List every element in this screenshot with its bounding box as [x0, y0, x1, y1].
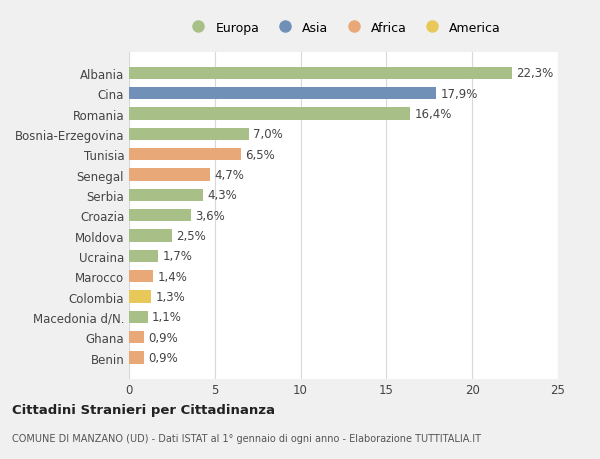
- Text: 4,7%: 4,7%: [214, 168, 244, 182]
- Bar: [129, 88, 436, 100]
- Text: COMUNE DI MANZANO (UD) - Dati ISTAT al 1° gennaio di ogni anno - Elaborazione TU: COMUNE DI MANZANO (UD) - Dati ISTAT al 1…: [12, 433, 481, 442]
- Bar: [129, 169, 209, 181]
- Text: 0,9%: 0,9%: [149, 351, 178, 364]
- Text: 6,5%: 6,5%: [245, 148, 275, 162]
- Bar: [129, 352, 145, 364]
- Text: 1,3%: 1,3%: [155, 291, 185, 303]
- Bar: [129, 311, 148, 323]
- Text: 1,1%: 1,1%: [152, 311, 182, 324]
- Text: 22,3%: 22,3%: [516, 67, 553, 80]
- Bar: [129, 190, 203, 202]
- Text: Cittadini Stranieri per Cittadinanza: Cittadini Stranieri per Cittadinanza: [12, 403, 275, 416]
- Text: 17,9%: 17,9%: [440, 88, 478, 101]
- Bar: [129, 149, 241, 161]
- Bar: [129, 331, 145, 344]
- Text: 4,3%: 4,3%: [207, 189, 237, 202]
- Text: 0,9%: 0,9%: [149, 331, 178, 344]
- Text: 2,5%: 2,5%: [176, 230, 206, 242]
- Text: 7,0%: 7,0%: [253, 128, 283, 141]
- Text: 16,4%: 16,4%: [415, 108, 452, 121]
- Bar: [129, 250, 158, 263]
- Text: 3,6%: 3,6%: [195, 209, 225, 222]
- Bar: [129, 108, 410, 120]
- Legend: Europa, Asia, Africa, America: Europa, Asia, Africa, America: [181, 17, 506, 39]
- Bar: [129, 67, 512, 80]
- Bar: [129, 291, 151, 303]
- Bar: [129, 270, 153, 283]
- Bar: [129, 129, 249, 140]
- Text: 1,7%: 1,7%: [163, 250, 193, 263]
- Bar: [129, 230, 172, 242]
- Bar: [129, 210, 191, 222]
- Text: 1,4%: 1,4%: [157, 270, 187, 283]
